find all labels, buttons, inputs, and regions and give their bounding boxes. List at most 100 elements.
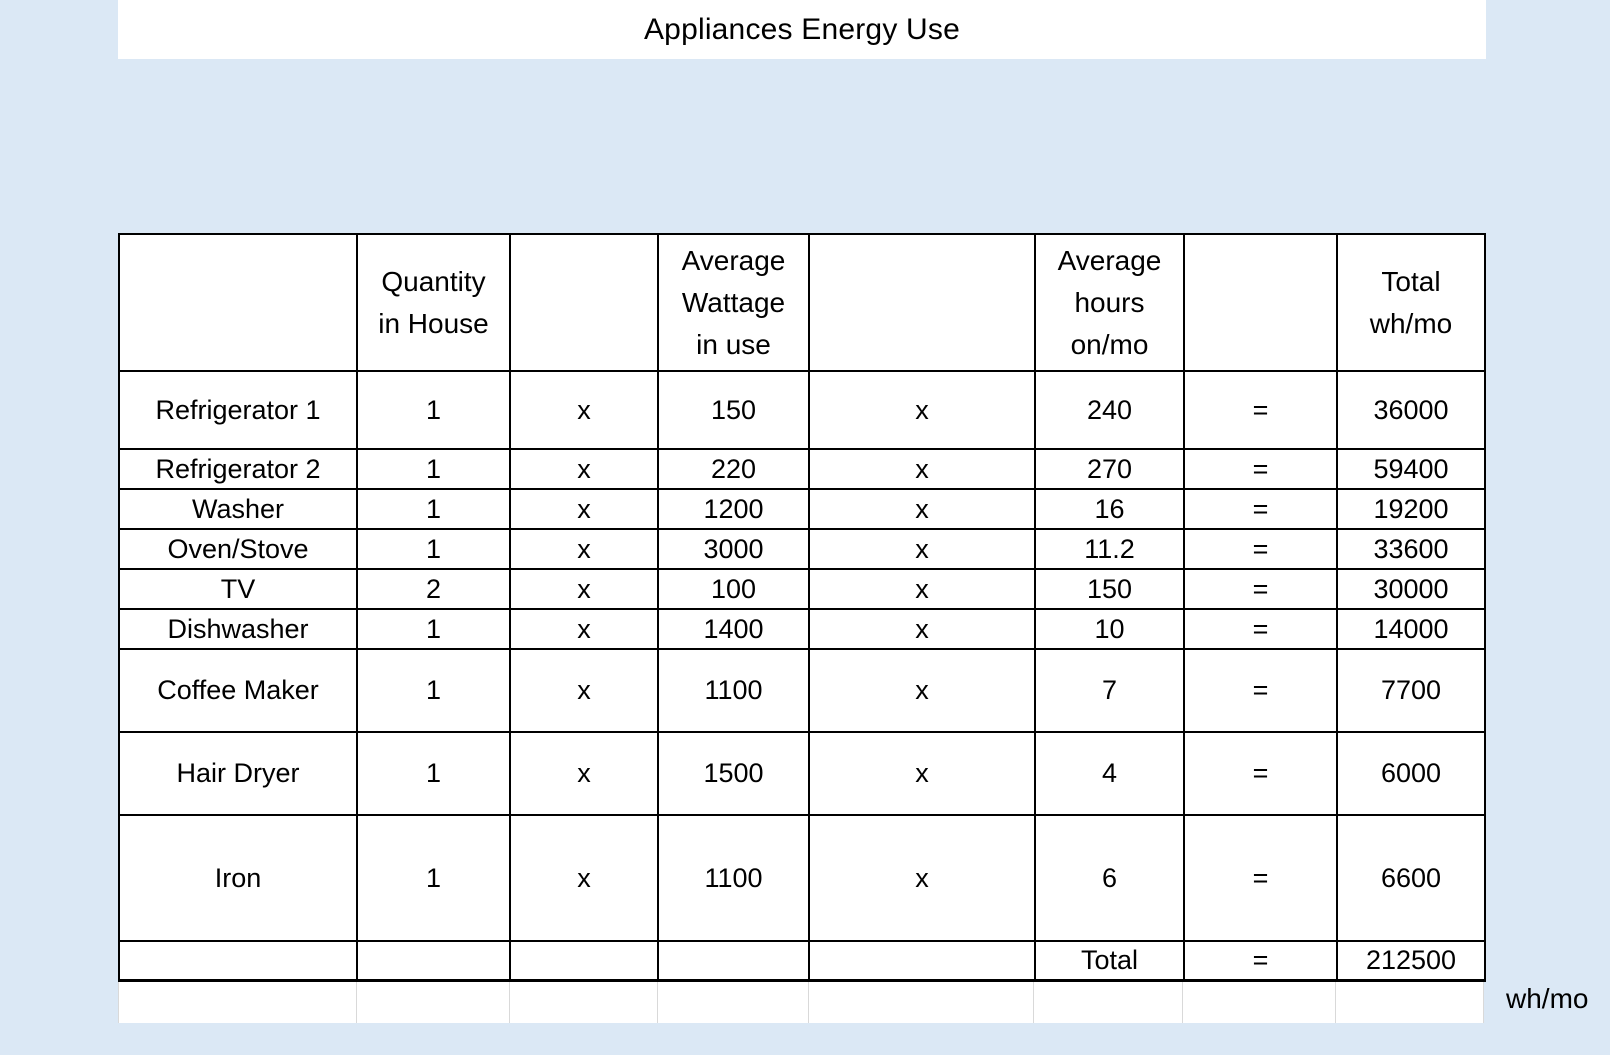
multiply-sign: x xyxy=(808,648,1036,733)
header-line: hours xyxy=(1074,286,1145,318)
multiply-sign: x xyxy=(509,568,659,610)
multiply-sign: x xyxy=(808,488,1036,530)
cell-appliance-name: TV xyxy=(118,568,358,610)
multiply-sign: x xyxy=(509,488,659,530)
equals-sign: = xyxy=(1183,568,1338,610)
empty-grid-cell xyxy=(119,981,357,1023)
cell-appliance-name: Washer xyxy=(118,488,358,530)
cell-hours: 270 xyxy=(1034,448,1185,490)
cell-quantity: 1 xyxy=(356,370,511,450)
total-unit-label: wh/mo xyxy=(1506,983,1589,1014)
multiply-sign: x xyxy=(808,568,1036,610)
empty-grid-cell xyxy=(809,981,1035,1023)
cell-total: 30000 xyxy=(1336,568,1486,610)
cell-quantity: 1 xyxy=(356,814,511,942)
header-line: Average xyxy=(1057,244,1162,276)
cell-appliance-name: Refrigerator 2 xyxy=(118,448,358,490)
table-row: Refrigerator 2 1 x 220 x 270 = 59400 xyxy=(118,448,1486,490)
cell-wattage: 1500 xyxy=(657,731,810,816)
header-wattage: Average Wattage in use xyxy=(657,233,810,372)
table-row: Refrigerator 1 1 x 150 x 240 = 36000 xyxy=(118,370,1486,450)
table-row: Dishwasher 1 x 1400 x 10 = 14000 xyxy=(118,608,1486,650)
multiply-sign: x xyxy=(808,528,1036,570)
cell-appliance-name: Coffee Maker xyxy=(118,648,358,733)
cell-quantity: 2 xyxy=(356,568,511,610)
cell-wattage: 1100 xyxy=(657,648,810,733)
header-hours: Average hours on/mo xyxy=(1034,233,1185,372)
multiply-sign: x xyxy=(509,528,659,570)
cell-wattage: 1200 xyxy=(657,488,810,530)
multiply-sign: x xyxy=(808,608,1036,650)
cell-total: 19200 xyxy=(1336,488,1486,530)
header-appliance xyxy=(118,233,358,372)
title-bar: Appliances Energy Use xyxy=(118,0,1486,59)
table-row: TV 2 x 100 x 150 = 30000 xyxy=(118,568,1486,610)
cell-wattage: 150 xyxy=(657,370,810,450)
equals-sign: = xyxy=(1183,814,1338,942)
header-line: in use xyxy=(696,328,771,360)
empty-grid-cell xyxy=(510,981,658,1023)
cell-quantity: 1 xyxy=(356,648,511,733)
equals-sign: = xyxy=(1183,528,1338,570)
cell-total: 36000 xyxy=(1336,370,1486,450)
cell-hours: 240 xyxy=(1034,370,1185,450)
header-line: Wattage xyxy=(681,286,786,318)
empty-cell xyxy=(356,940,511,981)
multiply-sign: x xyxy=(509,370,659,450)
cell-hours: 11.2 xyxy=(1034,528,1185,570)
equals-sign: = xyxy=(1183,608,1338,650)
empty-grid-cell xyxy=(357,981,510,1023)
total-value-cell: 212500 xyxy=(1336,940,1486,981)
cell-quantity: 1 xyxy=(356,608,511,650)
equals-sign: = xyxy=(1183,648,1338,733)
multiply-sign: x xyxy=(808,448,1036,490)
table-row: Hair Dryer 1 x 1500 x 4 = 6000 xyxy=(118,731,1486,816)
empty-cell xyxy=(657,940,810,981)
cell-appliance-name: Refrigerator 1 xyxy=(118,370,358,450)
equals-sign: = xyxy=(1183,488,1338,530)
header-line: Quantity xyxy=(381,265,486,297)
cell-total: 59400 xyxy=(1336,448,1486,490)
cell-quantity: 1 xyxy=(356,731,511,816)
cell-wattage: 1400 xyxy=(657,608,810,650)
multiply-sign: x xyxy=(509,648,659,733)
header-line: Total xyxy=(1381,265,1441,297)
equals-sign: = xyxy=(1183,370,1338,450)
empty-cell xyxy=(808,940,1036,981)
table-row: Oven/Stove 1 x 3000 x 11.2 = 33600 xyxy=(118,528,1486,570)
multiply-sign: x xyxy=(509,731,659,816)
multiply-sign: x xyxy=(509,608,659,650)
page-title: Appliances Energy Use xyxy=(643,12,961,46)
cell-quantity: 1 xyxy=(356,488,511,530)
cell-hours: 150 xyxy=(1034,568,1185,610)
total-row: Total = 212500 xyxy=(118,940,1486,981)
multiply-sign: x xyxy=(808,814,1036,942)
cell-wattage: 100 xyxy=(657,568,810,610)
header-op1 xyxy=(509,233,659,372)
cell-hours: 4 xyxy=(1034,731,1185,816)
cell-wattage: 3000 xyxy=(657,528,810,570)
multiply-sign: x xyxy=(509,448,659,490)
cell-hours: 16 xyxy=(1034,488,1185,530)
empty-grid-row xyxy=(118,981,1484,1023)
header-op3 xyxy=(1183,233,1338,372)
table-row: Iron 1 x 1100 x 6 = 6600 xyxy=(118,814,1486,942)
cell-hours: 7 xyxy=(1034,648,1185,733)
header-line: on/mo xyxy=(1070,328,1149,360)
total-label-cell: Total xyxy=(1034,940,1185,981)
header-line: in House xyxy=(378,307,489,339)
empty-cell xyxy=(118,940,358,981)
cell-appliance-name: Hair Dryer xyxy=(118,731,358,816)
cell-hours: 10 xyxy=(1034,608,1185,650)
cell-appliance-name: Oven/Stove xyxy=(118,528,358,570)
cell-quantity: 1 xyxy=(356,528,511,570)
cell-total: 6000 xyxy=(1336,731,1486,816)
cell-hours: 6 xyxy=(1034,814,1185,942)
equals-sign: = xyxy=(1183,448,1338,490)
header-total: Total wh/mo xyxy=(1336,233,1486,372)
empty-grid-cell xyxy=(1183,981,1337,1023)
cell-appliance-name: Dishwasher xyxy=(118,608,358,650)
header-quantity: Quantity in House xyxy=(356,233,511,372)
equals-sign: = xyxy=(1183,731,1338,816)
cell-wattage: 220 xyxy=(657,448,810,490)
